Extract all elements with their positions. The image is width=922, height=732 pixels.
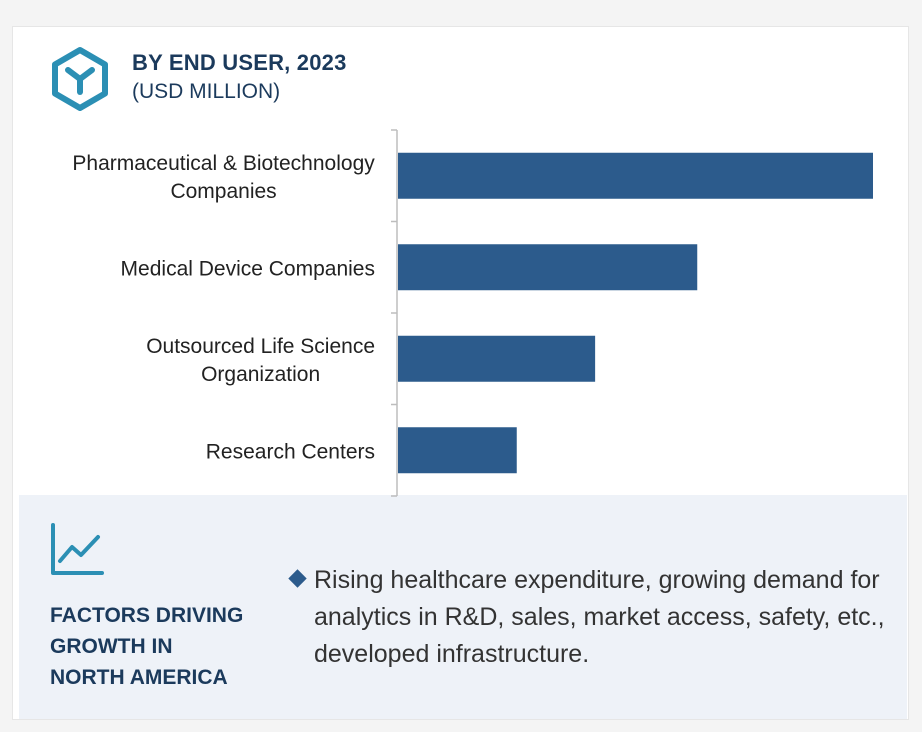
factors-title-line: FACTORS DRIVING — [50, 604, 244, 627]
bar — [398, 335, 596, 382]
hexagon-y-logo-icon — [52, 47, 108, 111]
category-label: Companies — [170, 180, 276, 203]
chart-title: BY END USER, 2023 — [132, 50, 347, 75]
factors-panel — [19, 495, 907, 719]
factors-description: Rising healthcare expenditure, growing d… — [314, 566, 885, 668]
trend-chart-icon — [51, 523, 104, 575]
factors-title: FACTORS DRIVING GROWTH IN NORTH AMERICA — [50, 600, 280, 693]
category-label: Pharmaceutical & Biotechnology — [72, 152, 375, 175]
category-label: Research Centers — [206, 440, 375, 463]
category-label: Organization — [201, 363, 320, 386]
chart-subtitle: (USD MILLION) — [132, 80, 281, 103]
chart-category-labels: Pharmaceutical & Biotechnology Companies M… — [72, 152, 375, 464]
bar — [398, 427, 517, 474]
factors-title-line: GROWTH IN — [50, 635, 173, 658]
factors-title-line: NORTH AMERICA — [50, 666, 228, 689]
category-label: Medical Device Companies — [121, 257, 375, 280]
bar — [398, 152, 873, 199]
chart-bars — [398, 152, 873, 474]
chart-axis — [391, 129, 398, 497]
bar — [398, 244, 698, 291]
category-label: Outsourced Life Science — [146, 335, 375, 358]
